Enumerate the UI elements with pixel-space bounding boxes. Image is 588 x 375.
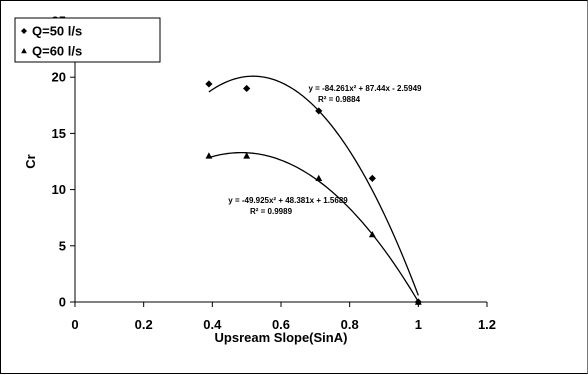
legend-label-series-1: Q=50 l/s [32, 24, 82, 39]
data-point-series-2 [414, 298, 422, 305]
annotations: y = -84.261x² + 87.44x - 2.5949 R² = 0.98… [228, 84, 422, 216]
x-tick-label: 1.2 [478, 317, 496, 332]
data-point-series-2 [205, 152, 213, 159]
data-point-series-1 [368, 174, 376, 182]
x-tick-label: 0.8 [341, 317, 359, 332]
y-tick-label: 10 [52, 182, 66, 197]
x-tick-label: 0.6 [272, 317, 290, 332]
data-point-series-2 [315, 174, 323, 182]
y-axis-title: Cr [23, 154, 38, 168]
x-tick-label: 0.4 [203, 317, 222, 332]
trendlines [208, 75, 419, 303]
trendline-series-2 [208, 151, 419, 303]
x-tick-label: 0 [71, 317, 78, 332]
legend-marker-series-2 [21, 48, 27, 54]
y-tick-label: 5 [59, 238, 66, 253]
y-tick-label: 20 [52, 70, 66, 85]
legend-box [14, 17, 161, 63]
data-point-series-1 [243, 84, 251, 93]
y-tick-label: 0 [59, 295, 66, 310]
x-tick-label: 1 [415, 317, 422, 332]
data-point-series-2 [368, 230, 376, 238]
data-point-series-1 [315, 107, 323, 115]
trendline-equation-series-1: y = -84.261x² + 87.44x - 2.5949 [309, 84, 423, 93]
data-points [205, 80, 422, 306]
trendline-series-1 [208, 75, 419, 296]
data-point-series-2 [243, 152, 251, 159]
y-tick-label: 15 [52, 126, 66, 141]
legend-label-series-2: Q=60 l/s [32, 44, 82, 59]
legend: Q=50 l/s Q=60 l/s [14, 17, 161, 63]
data-point-series-1 [205, 80, 213, 88]
r-squared-series-1: R² = 0.9884 [318, 95, 361, 104]
trendline-equation-series-2: y = -49.925x² + 48.381x + 1.5689 [228, 196, 348, 205]
r-squared-series-2: R² = 0.9989 [250, 207, 293, 216]
legend-marker-series-1 [21, 28, 27, 34]
x-axis-title: Upsream Slope(SinA) [215, 330, 348, 345]
x-tick-label: 0.2 [135, 317, 153, 332]
